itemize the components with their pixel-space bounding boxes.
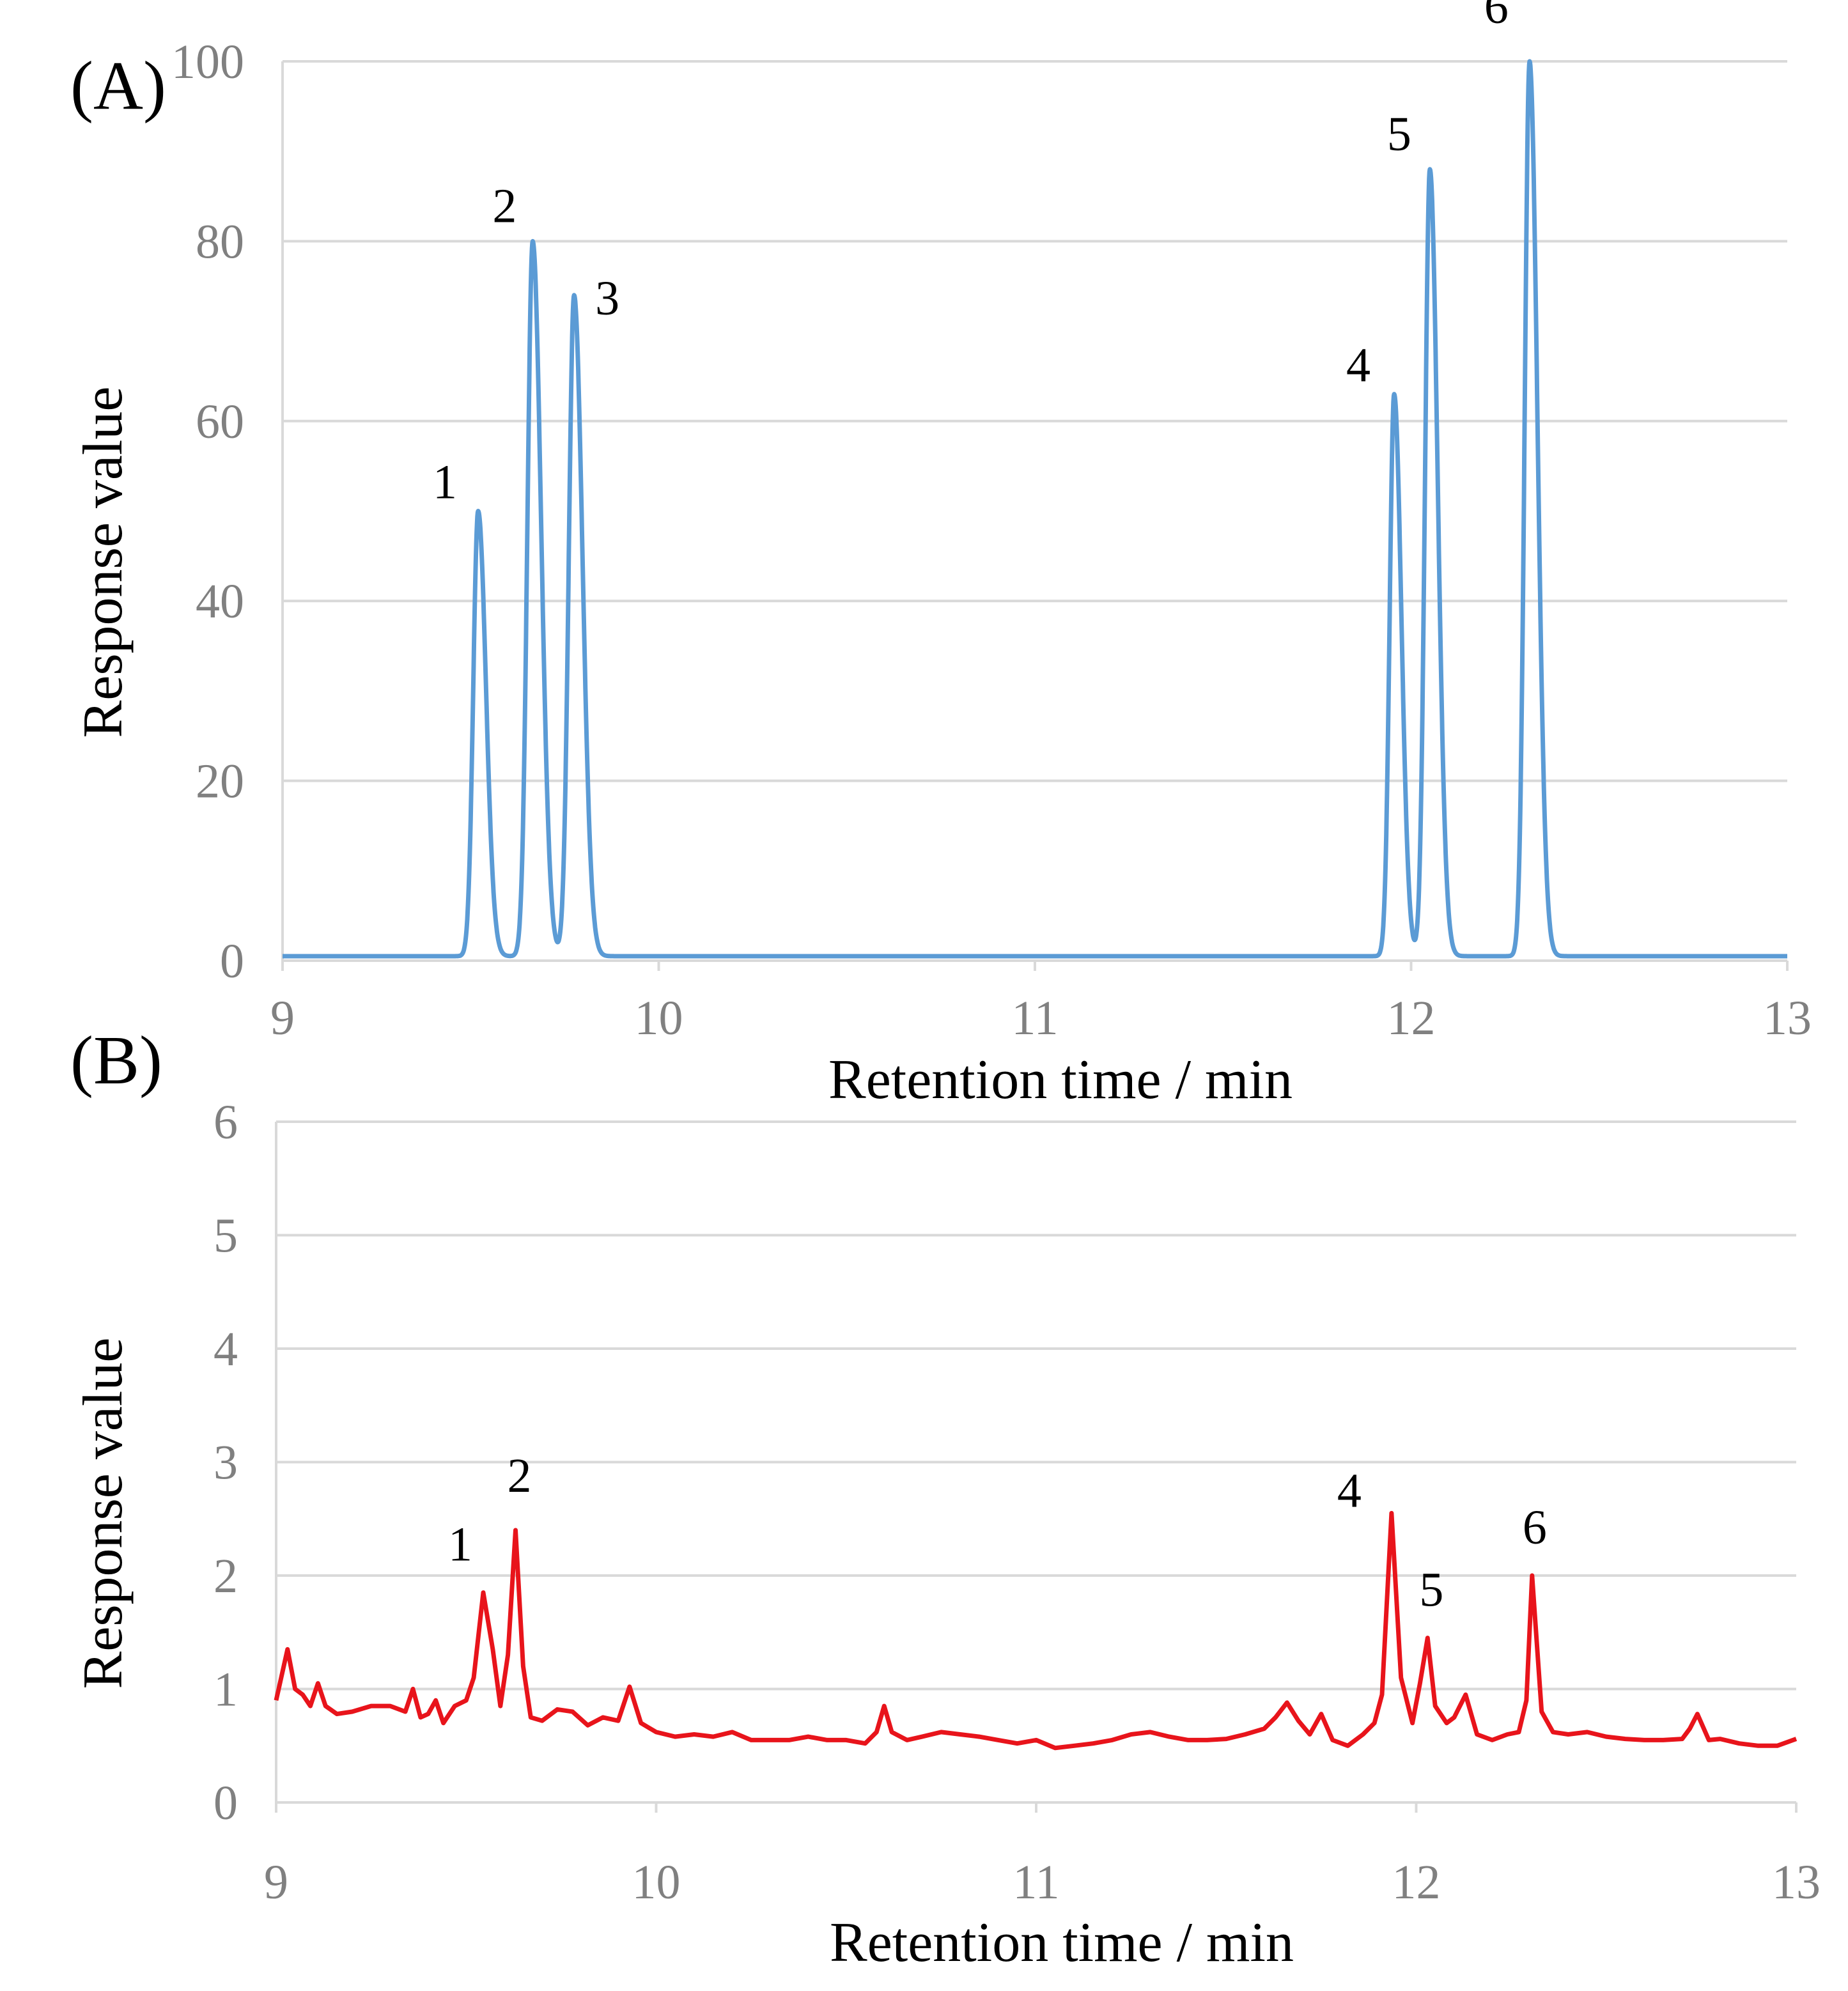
peak-number-label: 6 (1484, 0, 1509, 34)
peak-number-label: 2 (508, 1449, 532, 1503)
series-line-standard (281, 59, 1789, 959)
x-tick-label: 13 (1772, 1855, 1821, 1909)
y-tick-label: 3 (214, 1436, 238, 1490)
peak-number-label: 2 (492, 179, 516, 233)
y-tick-label: 20 (196, 755, 244, 809)
y-tick-label: 60 (196, 395, 244, 449)
series-line-sample (274, 1510, 1798, 1751)
x-tick-label: 10 (635, 991, 683, 1045)
panel-label: (A) (70, 48, 166, 124)
x-tick-label: 9 (270, 991, 295, 1045)
x-axis-title: Retention time / min (830, 1912, 1294, 1974)
y-axis-title: Response value (72, 1338, 134, 1689)
x-tick-label: 12 (1392, 1855, 1441, 1909)
peak-number-label: 1 (433, 456, 457, 509)
y-tick-label: 80 (196, 215, 244, 268)
peak-number-label: 1 (448, 1518, 472, 1572)
x-tick-label: 11 (1011, 991, 1058, 1045)
panel-label: (B) (70, 1023, 162, 1099)
peak-number-label: 4 (1346, 339, 1370, 392)
x-tick-label: 10 (632, 1855, 681, 1909)
peak-number-label: 6 (1523, 1501, 1547, 1554)
y-axis-title: Response value (72, 387, 134, 738)
y-tick-label: 6 (214, 1096, 238, 1149)
y-tick-label: 4 (214, 1322, 238, 1376)
x-tick-label: 12 (1387, 991, 1436, 1045)
x-tick-label: 11 (1013, 1855, 1059, 1909)
y-tick-label: 0 (220, 934, 244, 988)
y-tick-label: 0 (214, 1776, 238, 1830)
x-axis-title: Retention time / min (828, 1049, 1293, 1111)
y-tick-label: 1 (214, 1663, 238, 1717)
y-tick-label: 2 (214, 1549, 238, 1603)
peak-number-label: 4 (1337, 1464, 1362, 1517)
peak-number-label: 5 (1419, 1563, 1443, 1617)
x-tick-label: 9 (264, 1855, 288, 1909)
y-tick-label: 40 (196, 575, 244, 628)
y-tick-label: 100 (171, 35, 244, 89)
x-tick-label: 13 (1763, 991, 1812, 1045)
peak-number-label: 3 (595, 272, 619, 325)
peak-number-label: 5 (1387, 107, 1411, 161)
y-tick-label: 5 (214, 1209, 238, 1263)
